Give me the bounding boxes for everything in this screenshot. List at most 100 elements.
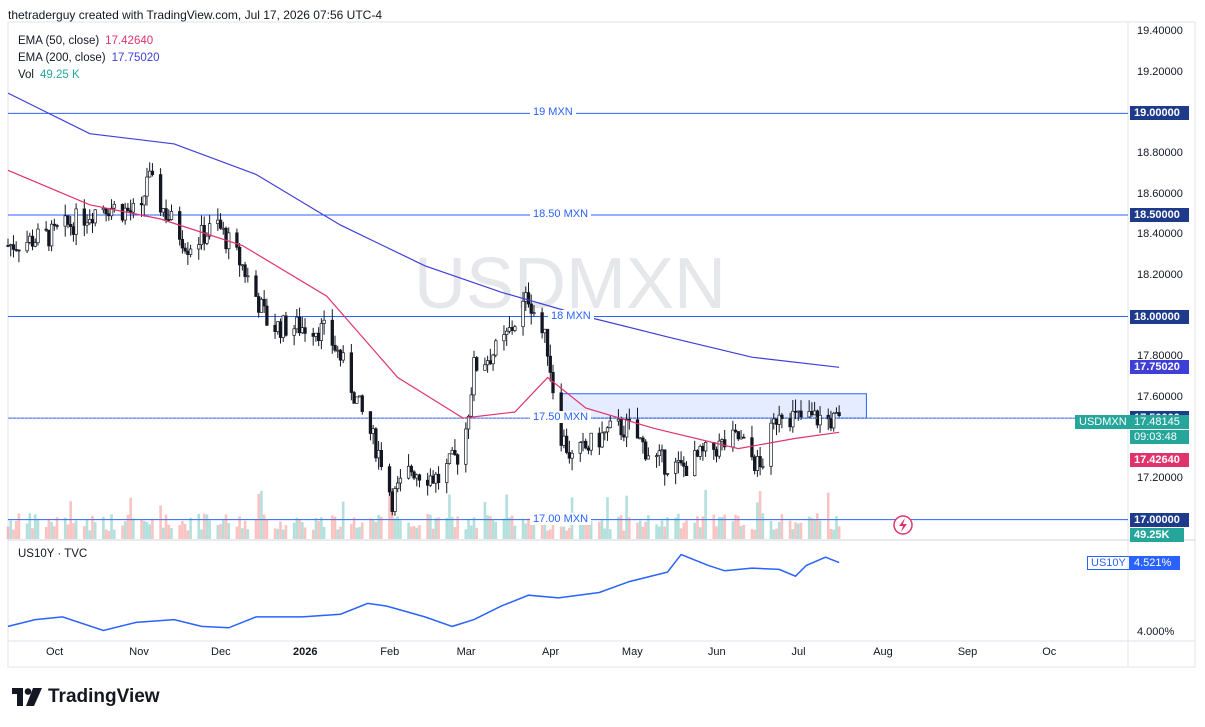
- candle-body: [665, 473, 670, 475]
- volume-bar: [717, 517, 721, 539]
- volume-bar: [475, 527, 479, 539]
- volume-bar: [276, 528, 280, 539]
- candle-body: [319, 323, 324, 341]
- candle-body: [398, 477, 403, 484]
- volume-bar: [235, 526, 239, 539]
- candle-body: [584, 440, 588, 449]
- us10y-name-badge[interactable]: US10Y: [1087, 555, 1130, 570]
- candle-body: [216, 219, 220, 224]
- candle-body: [564, 435, 569, 453]
- candle-body: [409, 465, 413, 473]
- volume-bar: [227, 523, 231, 539]
- candle-body: [82, 208, 86, 226]
- tradingview-brand[interactable]: TradingView: [12, 686, 160, 708]
- candle-body: [777, 414, 781, 425]
- candle-body: [472, 357, 476, 396]
- candle-body: [240, 264, 245, 267]
- candle-body: [265, 305, 269, 326]
- volume-bar: [44, 526, 48, 539]
- volume-bar: [429, 514, 432, 539]
- volume-bar: [358, 526, 361, 539]
- candle-body: [303, 327, 307, 334]
- candle-body: [371, 428, 375, 434]
- lower-pane-title[interactable]: US10Y · TVC: [18, 548, 88, 560]
- candle-body: [33, 242, 37, 247]
- volume-bar: [584, 515, 588, 539]
- candle-body: [526, 292, 531, 305]
- volume-bar: [295, 517, 299, 539]
- legend-vol[interactable]: Vol 49.25 K: [18, 69, 80, 81]
- volume-bar: [189, 517, 192, 539]
- candle-body: [120, 203, 125, 221]
- candle-body: [47, 229, 51, 247]
- candle-body: [543, 328, 547, 334]
- ema200-price-badge: 17.75020: [1130, 360, 1189, 375]
- legend-ema200[interactable]: EMA (200, close) 17.75020: [18, 52, 160, 64]
- candle-body: [453, 449, 457, 456]
- candle-body: [281, 315, 285, 338]
- volume-bar: [129, 497, 132, 539]
- candle-body: [412, 471, 416, 479]
- volume-bar: [647, 515, 650, 539]
- candle-body: [63, 215, 67, 227]
- time-axis-label: Jun: [707, 646, 726, 658]
- volume-bar: [243, 520, 247, 539]
- candle-body: [603, 431, 607, 434]
- volume-bar: [170, 528, 173, 539]
- candle-body: [829, 418, 833, 429]
- candle-body: [374, 428, 378, 459]
- candle-body: [218, 219, 223, 229]
- legend-ema50[interactable]: EMA (50, close) 17.42640: [18, 35, 153, 47]
- candle-body: [510, 327, 514, 331]
- volume-bar: [17, 513, 21, 539]
- candle-body: [417, 474, 422, 481]
- candle-body: [246, 275, 250, 278]
- volume-bar: [816, 513, 819, 539]
- volume-bar: [85, 519, 89, 539]
- volume-bar: [317, 521, 320, 539]
- volume-bar: [260, 490, 263, 539]
- candle-body: [488, 360, 492, 365]
- volume-bar: [63, 517, 67, 539]
- volume-bar: [777, 522, 781, 539]
- volume-bar: [674, 517, 677, 539]
- volume-bar: [314, 517, 318, 539]
- candle-body: [832, 412, 836, 429]
- candle-body: [295, 316, 299, 330]
- volume-bar: [791, 529, 795, 539]
- candle-body: [390, 491, 394, 512]
- candle-body: [202, 224, 206, 244]
- volume-bar: [456, 516, 459, 539]
- candle-body: [338, 349, 343, 361]
- volume-bar: [636, 522, 639, 539]
- candle-body: [259, 298, 264, 313]
- level-price-badge: 17.00000: [1130, 512, 1189, 527]
- volume-bar: [91, 515, 94, 539]
- volume-bar: [562, 526, 566, 539]
- symbol-badge[interactable]: USDMXN: [1075, 414, 1131, 429]
- time-axis-label: Sep: [957, 646, 978, 658]
- candle-body: [684, 465, 689, 476]
- price-axis-tick: 17.20000: [1137, 472, 1183, 485]
- candle-body: [30, 235, 35, 247]
- candle-body: [36, 228, 40, 244]
- candle-body: [608, 420, 612, 429]
- candle-body: [605, 427, 610, 433]
- volume-bar: [112, 529, 116, 539]
- volume-badge: 49.25K: [1130, 527, 1184, 542]
- candle-body: [74, 208, 78, 235]
- volume-bar: [241, 528, 244, 539]
- candle-body: [90, 219, 95, 224]
- volume-bar: [712, 514, 716, 539]
- candle-body: [330, 319, 334, 346]
- candle-body: [128, 210, 133, 213]
- candle-body: [654, 455, 659, 458]
- volume-bar: [216, 524, 220, 539]
- volume-bar: [360, 522, 364, 539]
- volume-bar: [527, 518, 530, 539]
- lightning-icon[interactable]: [893, 515, 913, 535]
- candle-body: [183, 247, 187, 252]
- volume-bar: [510, 515, 514, 539]
- volume-bar: [502, 518, 506, 539]
